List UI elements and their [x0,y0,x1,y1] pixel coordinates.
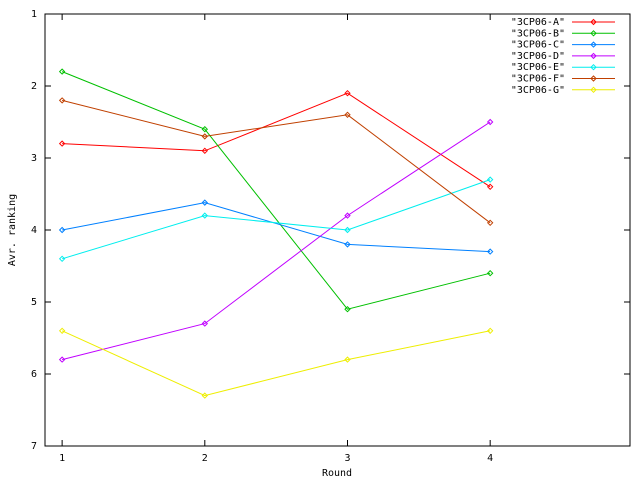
point [201,133,209,140]
point [344,241,351,248]
point [58,356,66,363]
y-axis-label: Avr. ranking [7,194,18,266]
y-tick-label: 7 [31,441,37,452]
point [486,219,494,227]
series-line [62,202,491,253]
point [201,320,209,327]
point [58,97,66,104]
series-line [62,92,491,188]
y-tick-label: 3 [31,153,37,164]
point [344,212,351,219]
point [486,183,494,191]
y-tick-label: 5 [31,297,37,308]
legend-label: "3CP06-G" [511,85,565,96]
point [344,89,351,97]
y-tick-label: 4 [31,225,37,236]
point [486,269,494,277]
point [201,392,209,399]
x-tick-label: 3 [344,453,350,464]
legend-marker [590,75,597,82]
point [344,305,351,313]
series-line [61,99,491,224]
legend-marker [590,52,597,60]
point [58,255,66,263]
point [201,125,209,133]
point [344,356,351,363]
point [486,118,494,126]
point [486,327,494,335]
legend-label: "3CP06-E" [511,62,565,73]
legend-label: "3CP06-C" [511,40,565,51]
legend-marker [590,41,597,48]
series-line [61,179,491,260]
y-tick-label: 1 [31,9,37,20]
legend-marker [590,18,597,26]
y-tick-label: 2 [31,81,37,92]
x-axis-label: Round [322,468,352,479]
point [201,199,209,206]
point [486,176,494,183]
point [58,68,66,75]
series-line [61,71,491,310]
legend-label: "3CP06-F" [511,74,565,85]
legend-label: "3CP06-A" [511,17,565,28]
point [201,147,209,155]
point [58,226,66,234]
legend-label: "3CP06-B" [511,28,565,39]
point [344,226,351,234]
x-tick-label: 2 [202,453,208,464]
point [58,327,66,335]
y-tick-label: 6 [31,369,37,380]
x-tick-label: 4 [487,453,493,464]
point [486,248,494,255]
legend-label: "3CP06-D" [511,51,565,62]
legend-marker [590,30,597,37]
point [58,140,66,147]
legend-marker [590,63,597,71]
point [201,212,209,219]
point [344,111,351,119]
legend-marker [590,86,597,94]
series-line [61,330,491,397]
x-tick-label: 1 [59,453,65,464]
